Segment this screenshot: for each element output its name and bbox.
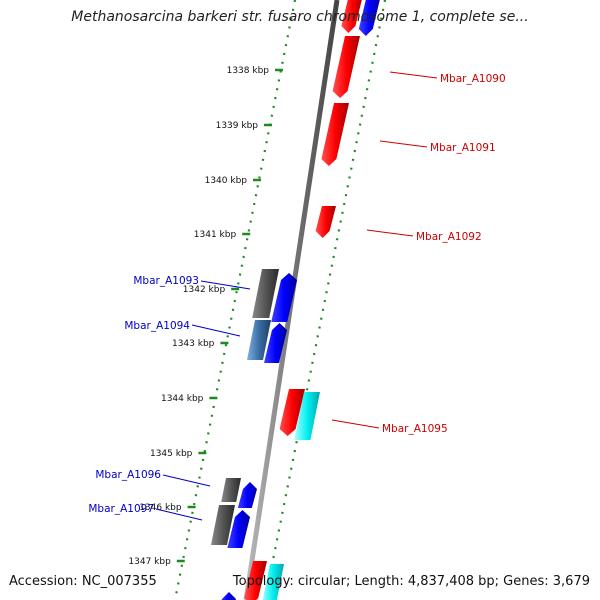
gene-label: Mbar_A1094 — [124, 320, 190, 332]
tick-label: 1339 kbp — [216, 121, 259, 131]
gene-label-leader — [155, 508, 203, 521]
tick-label: 1347 kbp — [128, 557, 171, 567]
gene-feature — [252, 269, 279, 318]
gene-label: Mbar_A1095 — [382, 423, 448, 435]
gene-feature — [227, 510, 250, 548]
gene-label-leader — [366, 229, 414, 237]
gene-label-leader — [191, 324, 241, 337]
gene-label-leader — [379, 140, 428, 148]
tick-label: 1343 kbp — [172, 339, 215, 349]
gene-feature — [294, 392, 320, 440]
gene-label-leader — [162, 474, 211, 487]
gene-label: Mbar_A1097 — [88, 503, 154, 515]
gene-feature — [244, 561, 267, 600]
tick-label: 1340 kbp — [205, 176, 248, 186]
gene-feature — [262, 564, 284, 600]
gene-feature — [221, 592, 236, 600]
gene-label-leader — [389, 71, 438, 79]
gene-label: Mbar_A1090 — [440, 73, 506, 85]
map-title: Methanosarcina barkeri str. fusaro chrom… — [71, 9, 529, 25]
gene-feature — [271, 273, 297, 322]
tick-label: 1346 kbp — [139, 503, 182, 513]
gene-feature — [264, 323, 287, 363]
gene-feature — [341, 0, 362, 33]
tick-label: 1341 kbp — [194, 230, 237, 240]
accession-text: Accession: NC_007355 — [9, 574, 157, 589]
gene-feature — [332, 36, 360, 98]
gene-feature — [315, 206, 336, 238]
genome-summary-text: Topology: circular; Length: 4,837,408 bp… — [232, 574, 590, 589]
gene-feature — [211, 505, 235, 545]
gene-feature — [321, 103, 349, 166]
gene-label: Mbar_A1096 — [95, 469, 161, 481]
gene-feature — [221, 478, 241, 502]
gene-label-leader — [331, 419, 380, 429]
gene-feature — [247, 320, 271, 360]
gene-label: Mbar_A1091 — [430, 142, 496, 154]
gene-label: Mbar_A1092 — [416, 231, 482, 243]
gene-label: Mbar_A1093 — [133, 275, 199, 287]
tick-label: 1342 kbp — [183, 285, 226, 295]
gene-feature — [237, 482, 257, 508]
gene-feature — [279, 389, 305, 436]
gene-label-leader — [200, 280, 251, 290]
gene-feature — [358, 0, 380, 36]
tick-label: 1344 kbp — [161, 394, 204, 404]
tick-label: 1345 kbp — [150, 449, 193, 459]
tick-label: 1338 kbp — [227, 66, 270, 76]
